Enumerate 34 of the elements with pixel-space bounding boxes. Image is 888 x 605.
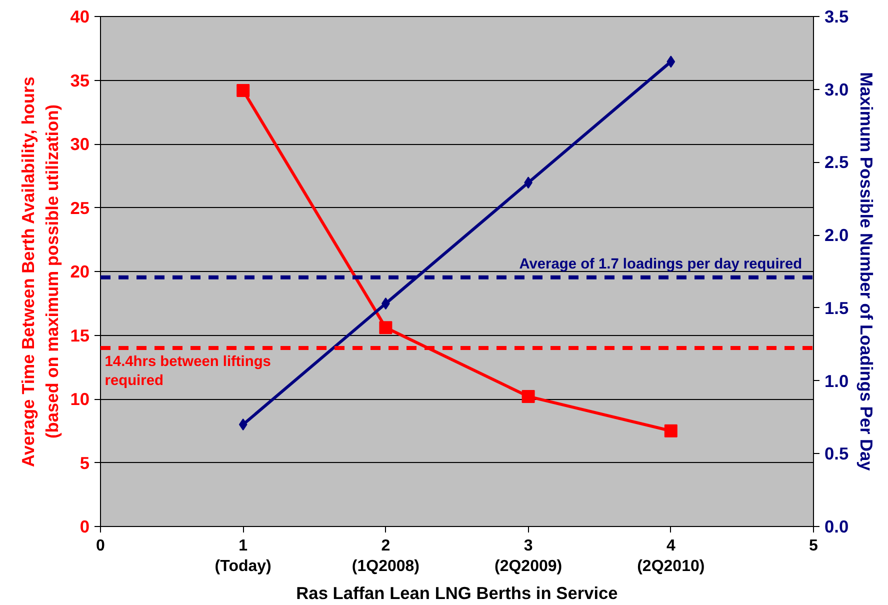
y-axis-title: Average Time Between Berth Availability, hours (based on maximum possible utilization) bbox=[18, 76, 62, 467]
y-tick-label: 40 bbox=[70, 6, 90, 26]
y-tick-label: 25 bbox=[70, 198, 90, 218]
y-tick-label: 15 bbox=[70, 325, 90, 346]
y2-axis-title: Maximum Possible Number of Loadings Per Day bbox=[856, 72, 877, 472]
y2-tick-label: 1.0 bbox=[824, 370, 849, 391]
y-tick-label: 5 bbox=[80, 452, 90, 473]
y-tick-label: 10 bbox=[70, 389, 90, 409]
point bbox=[238, 418, 248, 430]
y-tick-label: 30 bbox=[70, 134, 90, 154]
y-tick-label: 35 bbox=[70, 70, 90, 90]
y2-tick-label: 2.5 bbox=[824, 152, 849, 172]
x-tick-label: 3 (2Q2009) bbox=[494, 538, 562, 575]
y2-tick-label: 3.5 bbox=[824, 6, 849, 26]
y2-tick-label: 1.5 bbox=[824, 298, 849, 318]
x-tick-label: 1 (Today) bbox=[214, 538, 272, 575]
x-tick-label: 5 bbox=[809, 538, 818, 554]
y2-tick-label: 0.5 bbox=[824, 444, 849, 464]
x-axis-title: Ras Laffan Lean LNG Berths in Service bbox=[296, 582, 618, 603]
y-tick-label: 20 bbox=[70, 262, 90, 282]
point bbox=[236, 84, 250, 97]
point bbox=[664, 424, 678, 438]
x-tick-label: 0 bbox=[96, 538, 106, 554]
ref-line-label: 14.4hrs between liftings required bbox=[104, 354, 271, 390]
point bbox=[522, 390, 535, 403]
x-tick-label: 2 (1Q2008) bbox=[352, 538, 420, 575]
y2-tick-label: 3.0 bbox=[824, 79, 849, 100]
point bbox=[666, 56, 676, 68]
y2-tick-label: 2.0 bbox=[824, 225, 849, 246]
y-tick-label: 0 bbox=[80, 516, 90, 536]
point bbox=[379, 321, 392, 334]
y2-tick-label: 0.0 bbox=[824, 516, 849, 536]
ref-line-label: Average of 1.7 loadings per day required bbox=[519, 256, 802, 272]
x-tick-label: 4 (2Q2010) bbox=[637, 538, 705, 575]
